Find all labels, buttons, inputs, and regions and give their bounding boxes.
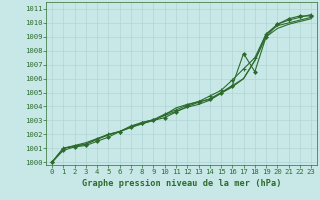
X-axis label: Graphe pression niveau de la mer (hPa): Graphe pression niveau de la mer (hPa) [82, 179, 281, 188]
